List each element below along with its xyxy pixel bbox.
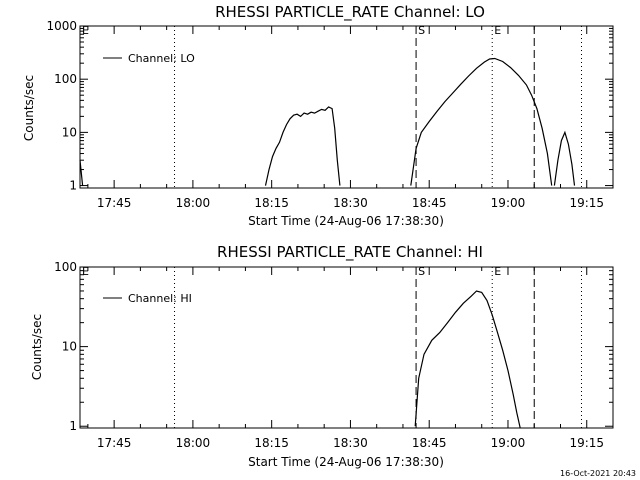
event-marker-label: S (418, 265, 425, 278)
chart-title: RHESSI PARTICLE_RATE Channel: LO (215, 3, 485, 22)
event-marker-label: E (494, 265, 501, 278)
y-tick-label: 10 (62, 340, 77, 354)
y-axis-label: Counts/sec (30, 314, 44, 380)
x-tick-label: 18:15 (254, 196, 289, 210)
y-tick-label: 1 (69, 419, 77, 433)
event-marker-label: S (418, 24, 425, 37)
legend-entry: Channel: HI (128, 292, 192, 305)
x-tick-label: 18:00 (176, 436, 211, 450)
legend-entry: Channel: LO (128, 52, 195, 65)
y-tick-label: 100 (54, 72, 77, 86)
x-tick-label: 18:45 (412, 436, 447, 450)
x-tick-label: 18:45 (412, 196, 447, 210)
series-line-segment (410, 57, 553, 186)
event-marker-label: E (494, 24, 501, 37)
series-line-segment (79, 160, 84, 186)
series-lines (414, 290, 521, 429)
y-axis-label: Counts/sec (22, 75, 36, 141)
panel-lo: RHESSI PARTICLE_RATE Channel: LO Counts/… (22, 3, 614, 228)
x-tick-label: 18:30 (333, 196, 368, 210)
chart-title: RHESSI PARTICLE_RATE Channel: HI (217, 243, 483, 262)
y-tick-label: 10 (62, 125, 77, 139)
x-tick-label: 19:00 (491, 196, 526, 210)
y-tick-label: 1 (69, 179, 77, 193)
x-axis-label: Start Time (24-Aug-06 17:38:30) (248, 214, 444, 228)
series-line-segment (414, 290, 521, 429)
series-lines (79, 57, 576, 186)
x-tick-label: 18:30 (333, 436, 368, 450)
panel-hi: RHESSI PARTICLE_RATE Channel: HI Counts/… (30, 243, 614, 469)
legend: Channel: HI (103, 292, 192, 305)
x-axis-label: Start Time (24-Aug-06 17:38:30) (248, 455, 444, 469)
plot-axes: 17:45 18:00 18:15 18:30 18:45 19:00 19:15 1 10 10… (46, 19, 614, 210)
y-tick-label: 1000 (46, 19, 77, 33)
legend: Channel: LO (103, 52, 195, 65)
series-line-segment (264, 106, 341, 186)
plot-axes: 17:45 18:00 18:15 18:30 18:45 19:00 19:15 1 10 10… (54, 260, 614, 450)
x-tick-label: 17:45 (97, 196, 132, 210)
event-marker-label: E (82, 24, 89, 37)
x-tick-label: 19:15 (569, 196, 604, 210)
plot-frame (79, 25, 614, 189)
x-tick-label: 18:15 (254, 436, 289, 450)
generation-timestamp: 16-Oct-2021 20:43 (560, 469, 636, 478)
x-tick-label: 19:15 (569, 436, 604, 450)
x-tick-label: 18:00 (176, 196, 211, 210)
series-line-segment (553, 130, 576, 186)
x-tick-label: 19:00 (491, 436, 526, 450)
y-tick-label: 100 (54, 260, 77, 274)
event-marker-label: E (82, 265, 89, 278)
x-tick-label: 17:45 (97, 436, 132, 450)
